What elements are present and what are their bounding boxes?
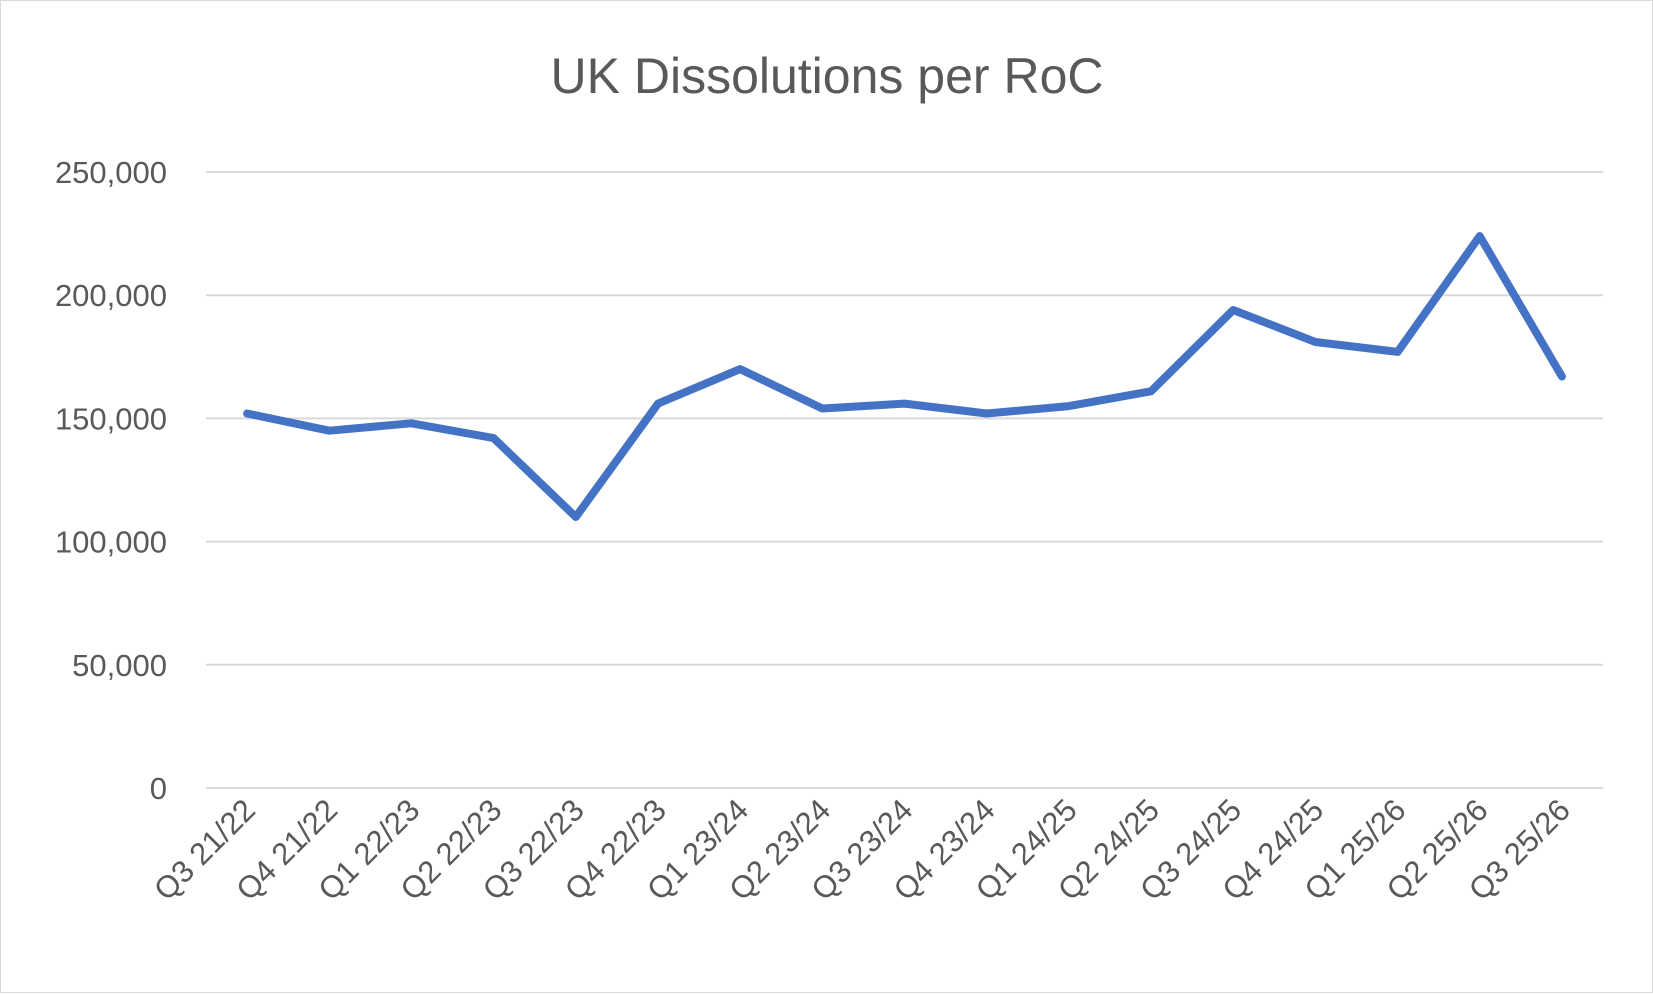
- y-tick-label: 200,000: [55, 278, 167, 313]
- y-axis-tick-labels: 0 50,000 100,000 150,000 200,000 250,000: [55, 155, 167, 806]
- series-lines: [247, 236, 1562, 517]
- y-tick-label: 0: [150, 771, 167, 806]
- chart-title: UK Dissolutions per RoC: [551, 48, 1104, 104]
- y-tick-label: 250,000: [55, 155, 167, 190]
- y-tick-label: 100,000: [55, 525, 167, 560]
- series-line: [247, 236, 1562, 517]
- gridlines: [206, 172, 1603, 788]
- y-tick-label: 50,000: [72, 648, 167, 683]
- y-tick-label: 150,000: [55, 401, 167, 436]
